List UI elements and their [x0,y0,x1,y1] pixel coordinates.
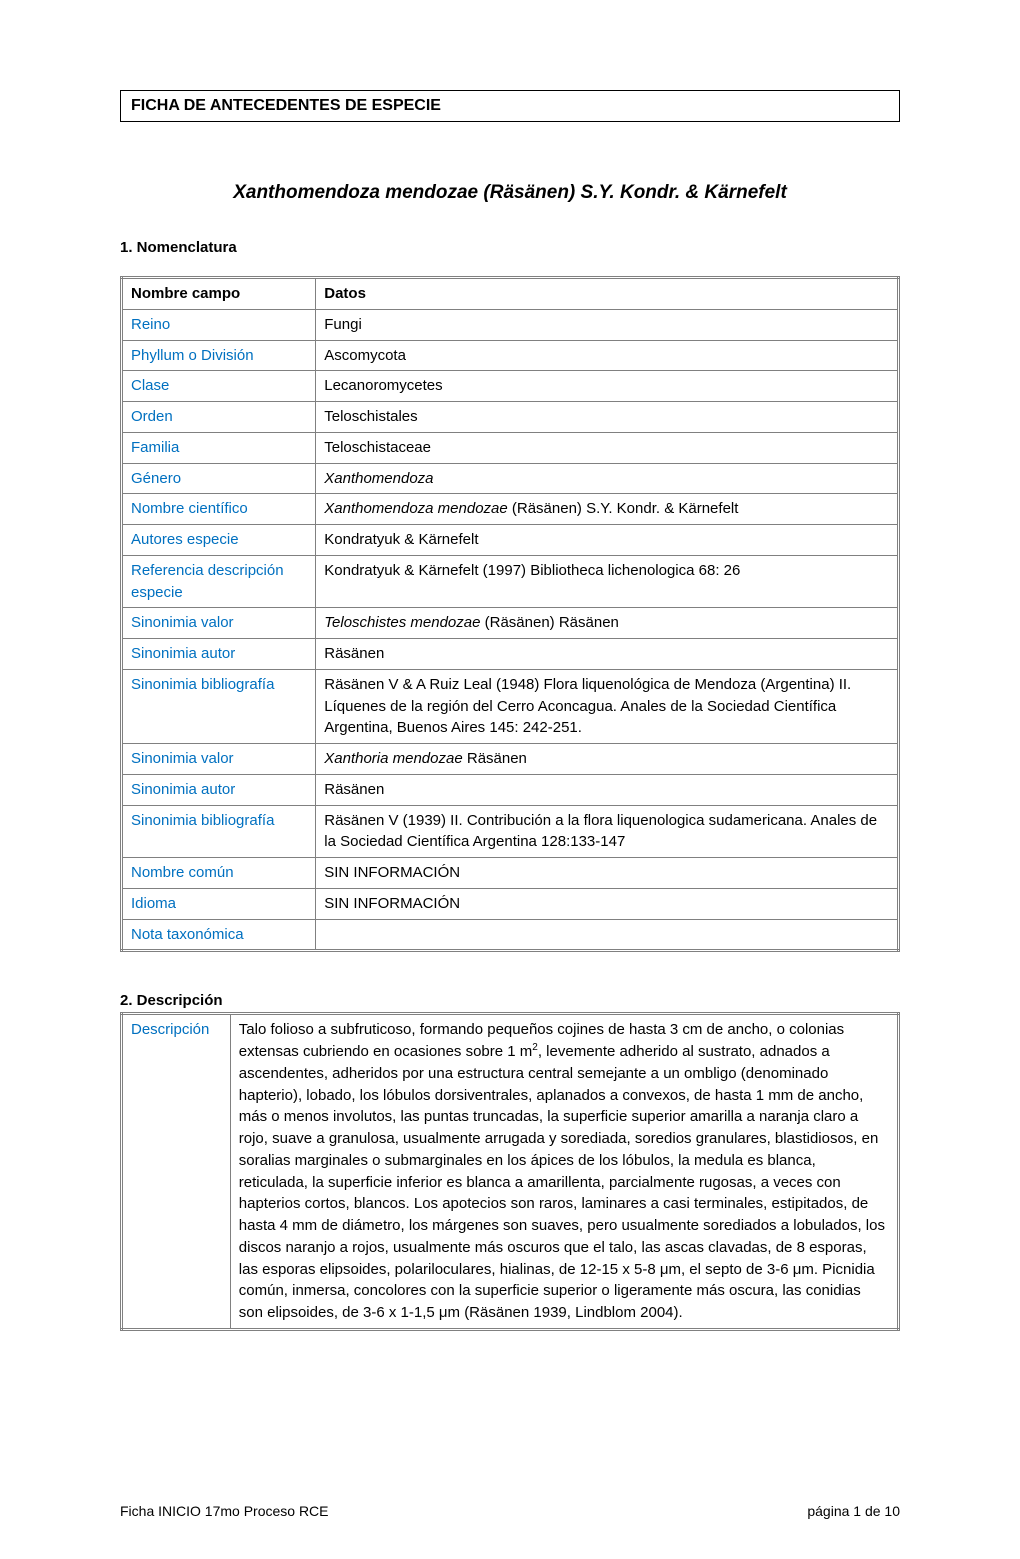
field-label: Sinonimia valor [122,744,316,775]
field-label: Familia [122,432,316,463]
field-label: Orden [122,402,316,433]
document-title-box: FICHA DE ANTECEDENTES DE ESPECIE [120,90,900,122]
table-row: Sinonimia bibliografíaRäsänen V (1939) I… [122,805,899,858]
table-row: Nota taxonómica [122,919,899,951]
table-row: ReinoFungi [122,309,899,340]
table-row: Sinonimia autorRäsänen [122,774,899,805]
field-value: Xanthoria mendozae Räsänen [316,744,899,775]
document-title: FICHA DE ANTECEDENTES DE ESPECIE [131,97,441,114]
field-label: Sinonimia bibliografía [122,805,316,858]
table-row: Sinonimia valorTeloschistes mendozae (Rä… [122,608,899,639]
field-label: Autores especie [122,525,316,556]
page-footer: Ficha INICIO 17mo Proceso RCE página 1 d… [120,1503,900,1519]
description-table: Descripción Talo folioso a subfruticoso,… [120,1012,900,1331]
field-label: Idioma [122,888,316,919]
field-value: Lecanoromycetes [316,371,899,402]
table-row: OrdenTeloschistales [122,402,899,433]
table-row: FamiliaTeloschistaceae [122,432,899,463]
field-value: Räsänen [316,639,899,670]
field-label: Phyllum o División [122,340,316,371]
header-field: Nombre campo [122,278,316,310]
field-value: Xanthomendoza mendozae (Räsänen) S.Y. Ko… [316,494,899,525]
field-label: Nota taxonómica [122,919,316,951]
description-label: Descripción [122,1014,231,1330]
nomenclature-table: Nombre campo Datos ReinoFungiPhyllum o D… [120,276,900,952]
table-row: GéneroXanthomendoza [122,463,899,494]
field-value: Räsänen [316,774,899,805]
field-value: Teloschistales [316,402,899,433]
field-value: Fungi [316,309,899,340]
table-row: Sinonimia valorXanthoria mendozae Räsäne… [122,744,899,775]
field-value [316,919,899,951]
field-label: Sinonimia autor [122,774,316,805]
table-row: Descripción Talo folioso a subfruticoso,… [122,1014,899,1330]
table-row: Autores especieKondratyuk & Kärnefelt [122,525,899,556]
field-label: Nombre común [122,858,316,889]
field-label: Reino [122,309,316,340]
table-row: Sinonimia bibliografíaRäsänen V & A Ruiz… [122,669,899,743]
field-value: Teloschistaceae [316,432,899,463]
description-text: Talo folioso a subfruticoso, formando pe… [230,1014,898,1330]
table-row: Phyllum o DivisiónAscomycota [122,340,899,371]
table-row: ClaseLecanoromycetes [122,371,899,402]
field-value: Räsänen V & A Ruiz Leal (1948) Flora liq… [316,669,899,743]
field-value: Xanthomendoza [316,463,899,494]
section-2-heading: 2. Descripción [120,992,900,1009]
field-label: Nombre científico [122,494,316,525]
field-value: SIN INFORMACIÓN [316,888,899,919]
field-value: Ascomycota [316,340,899,371]
table-row: Sinonimia autorRäsänen [122,639,899,670]
footer-right: página 1 de 10 [807,1503,900,1519]
table-header-row: Nombre campo Datos [122,278,899,310]
table-row: Referencia descripción especieKondratyuk… [122,555,899,608]
table-row: Nombre científicoXanthomendoza mendozae … [122,494,899,525]
field-label: Sinonimia autor [122,639,316,670]
field-value: Kondratyuk & Kärnefelt [316,525,899,556]
field-label: Clase [122,371,316,402]
field-value: SIN INFORMACIÓN [316,858,899,889]
footer-left: Ficha INICIO 17mo Proceso RCE [120,1503,329,1519]
field-value: Räsänen V (1939) II. Contribución a la f… [316,805,899,858]
field-value: Teloschistes mendozae (Räsänen) Räsänen [316,608,899,639]
field-label: Referencia descripción especie [122,555,316,608]
field-value: Kondratyuk & Kärnefelt (1997) Bibliothec… [316,555,899,608]
table-row: IdiomaSIN INFORMACIÓN [122,888,899,919]
field-label: Sinonimia valor [122,608,316,639]
table-row: Nombre comúnSIN INFORMACIÓN [122,858,899,889]
header-data: Datos [316,278,899,310]
section-1-heading: 1. Nomenclatura [120,239,900,256]
field-label: Género [122,463,316,494]
field-label: Sinonimia bibliografía [122,669,316,743]
species-title: Xanthomendoza mendozae (Räsänen) S.Y. Ko… [120,182,900,204]
